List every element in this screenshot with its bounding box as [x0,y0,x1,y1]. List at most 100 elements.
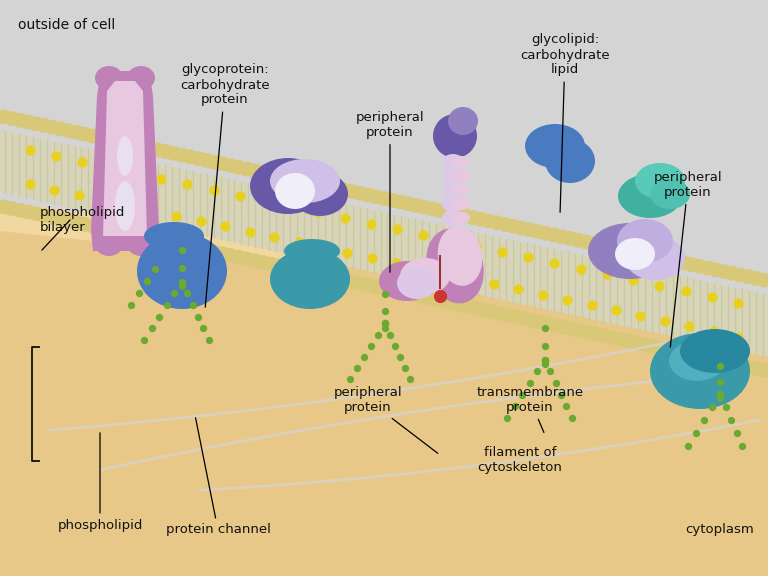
Point [197,324,210,333]
Point [539,324,551,333]
Point [379,289,391,298]
Ellipse shape [190,241,206,256]
Point [286,202,298,211]
Point [138,335,151,344]
Ellipse shape [270,159,340,203]
Point [508,402,521,411]
Ellipse shape [230,250,247,264]
Ellipse shape [400,286,416,301]
Ellipse shape [93,130,109,145]
Ellipse shape [457,209,473,223]
Point [125,301,137,310]
Ellipse shape [85,128,101,143]
Point [574,264,587,274]
Ellipse shape [756,273,768,287]
Ellipse shape [425,202,441,216]
Ellipse shape [150,233,166,247]
Point [399,363,411,372]
Ellipse shape [756,363,768,377]
Ellipse shape [452,156,470,168]
Ellipse shape [449,207,465,222]
Ellipse shape [611,332,627,346]
Point [181,289,194,298]
Ellipse shape [207,155,222,169]
Ellipse shape [214,157,230,171]
Ellipse shape [69,215,84,230]
Ellipse shape [625,236,685,280]
Point [585,301,598,310]
Point [439,269,451,278]
Ellipse shape [691,349,707,363]
Point [720,402,732,411]
Ellipse shape [570,233,586,248]
Ellipse shape [45,120,61,135]
Point [549,378,561,388]
Ellipse shape [432,203,449,218]
Ellipse shape [4,111,20,126]
Ellipse shape [0,109,12,124]
Ellipse shape [327,181,343,195]
Ellipse shape [521,222,538,237]
Point [389,341,401,350]
Ellipse shape [77,217,93,232]
Ellipse shape [634,337,650,351]
Point [732,332,744,341]
Ellipse shape [20,115,36,130]
Ellipse shape [36,208,52,223]
Point [539,355,551,364]
Ellipse shape [379,261,435,301]
Ellipse shape [530,314,545,329]
Point [133,289,145,298]
Point [317,242,329,252]
Ellipse shape [521,312,538,327]
Polygon shape [0,201,768,328]
Point [219,222,231,231]
Ellipse shape [594,328,611,343]
Ellipse shape [465,300,481,315]
Point [145,324,157,333]
Point [627,275,639,285]
Ellipse shape [12,203,28,218]
Ellipse shape [442,168,464,184]
Point [379,319,391,328]
Ellipse shape [659,342,675,357]
Point [379,323,391,332]
Ellipse shape [101,222,117,237]
Ellipse shape [546,317,561,332]
Ellipse shape [732,358,748,372]
Ellipse shape [618,334,634,348]
Ellipse shape [707,262,723,277]
Ellipse shape [740,270,756,284]
Ellipse shape [611,241,627,256]
Ellipse shape [514,221,529,236]
Ellipse shape [586,326,602,341]
Ellipse shape [336,272,352,287]
Ellipse shape [680,329,750,373]
Point [706,292,718,301]
Text: cytoplasm: cytoplasm [686,524,754,536]
Ellipse shape [127,66,155,90]
Polygon shape [0,201,768,576]
Ellipse shape [52,122,68,137]
Ellipse shape [409,288,425,303]
Point [24,180,36,189]
Point [714,393,727,402]
Ellipse shape [150,142,166,157]
Ellipse shape [85,219,101,233]
Point [539,342,551,351]
Ellipse shape [109,224,125,238]
Point [176,282,188,291]
Ellipse shape [28,116,45,131]
Ellipse shape [635,163,685,199]
Point [443,236,455,245]
Ellipse shape [473,302,489,317]
Ellipse shape [748,361,764,376]
Ellipse shape [392,285,408,300]
Point [417,230,429,240]
Point [339,214,351,223]
Point [207,185,220,195]
Ellipse shape [740,359,756,374]
Point [683,321,695,331]
Ellipse shape [723,266,740,281]
Ellipse shape [545,139,595,183]
